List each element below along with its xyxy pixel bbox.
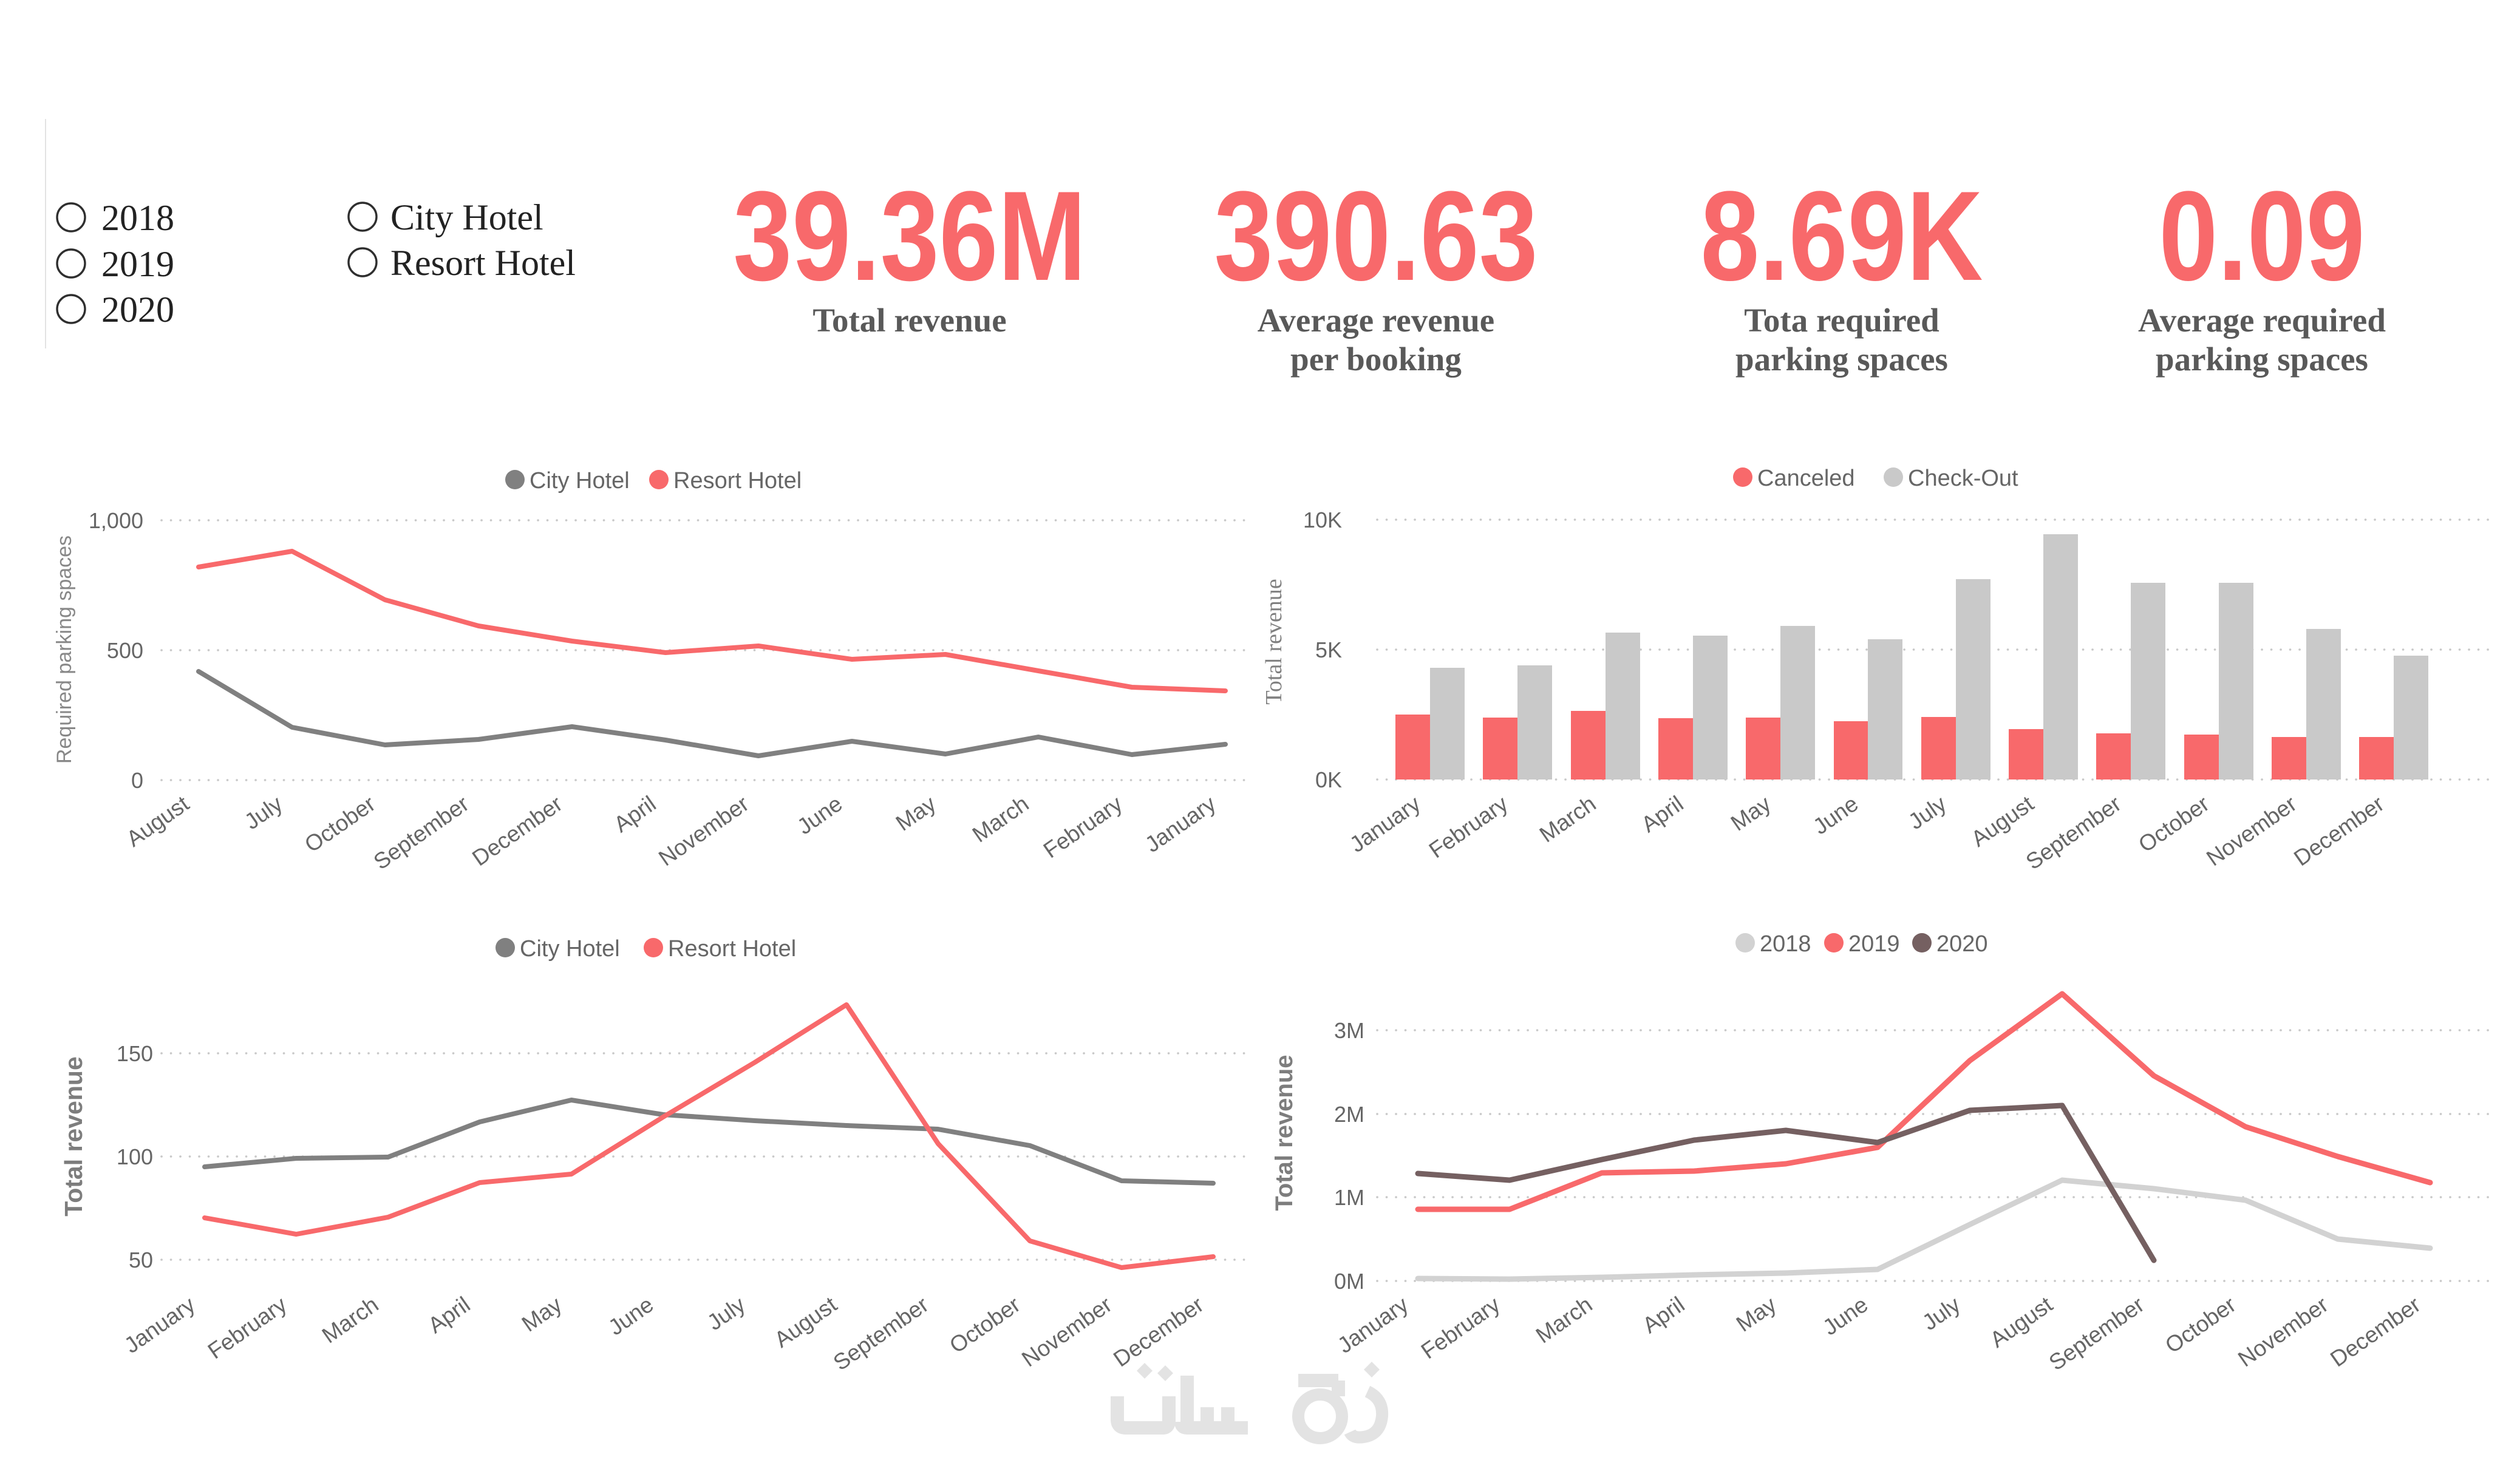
svg-text:0K: 0K bbox=[1315, 767, 1342, 792]
svg-text:Resort Hotel: Resort Hotel bbox=[390, 243, 576, 283]
svg-text:August: August bbox=[1967, 791, 2038, 852]
svg-text:0: 0 bbox=[131, 768, 143, 793]
svg-text:10K: 10K bbox=[1303, 508, 1342, 532]
svg-text:February: February bbox=[1425, 791, 1513, 863]
svg-text:100: 100 bbox=[117, 1144, 153, 1169]
svg-text:500: 500 bbox=[107, 638, 143, 663]
svg-text:April: April bbox=[609, 791, 660, 837]
svg-text:1,000: 1,000 bbox=[89, 508, 143, 533]
svg-text:March: March bbox=[1531, 1292, 1597, 1348]
svg-text:July: July bbox=[240, 791, 287, 835]
svg-text:Resort Hotel: Resort Hotel bbox=[668, 936, 796, 962]
svg-text:August: August bbox=[122, 791, 194, 852]
svg-text:October: October bbox=[300, 791, 380, 857]
svg-text:2018: 2018 bbox=[1760, 931, 1811, 957]
svg-text:October: October bbox=[2134, 791, 2213, 857]
svg-text:July: July bbox=[1904, 791, 1951, 835]
svg-text:September: September bbox=[829, 1292, 933, 1375]
svg-text:City Hotel: City Hotel bbox=[530, 468, 630, 494]
svg-text:2M: 2M bbox=[1334, 1102, 1364, 1127]
svg-text:February: February bbox=[1417, 1292, 1505, 1364]
svg-text:May: May bbox=[1732, 1292, 1781, 1337]
svg-text:December: December bbox=[1109, 1292, 1208, 1371]
svg-text:Check-Out: Check-Out bbox=[1908, 466, 2018, 491]
svg-text:September: September bbox=[2021, 791, 2126, 874]
svg-text:December: December bbox=[2289, 791, 2388, 871]
svg-text:August: August bbox=[770, 1292, 842, 1353]
svg-text:April: April bbox=[423, 1292, 474, 1338]
svg-text:50: 50 bbox=[129, 1248, 153, 1272]
svg-text:Total revenue: Total revenue bbox=[1261, 579, 1287, 704]
svg-text:2019: 2019 bbox=[1848, 931, 1900, 957]
svg-text:September: September bbox=[2045, 1292, 2149, 1375]
svg-text:City Hotel: City Hotel bbox=[520, 936, 620, 962]
svg-text:November: November bbox=[654, 791, 753, 871]
svg-text:June: June bbox=[1808, 791, 1862, 840]
svg-text:September: September bbox=[369, 791, 474, 874]
svg-text:Required parking spaces: Required parking spaces bbox=[53, 535, 76, 764]
svg-text:April: April bbox=[1638, 1292, 1689, 1338]
svg-text:July: July bbox=[703, 1292, 750, 1336]
svg-text:June: June bbox=[792, 791, 846, 840]
svg-text:May: May bbox=[1726, 791, 1776, 836]
svg-text:January: January bbox=[1140, 791, 1221, 857]
svg-text:January: January bbox=[120, 1292, 200, 1358]
svg-text:May: May bbox=[891, 791, 941, 836]
svg-text:2020: 2020 bbox=[1936, 931, 1988, 957]
svg-text:Resort Hotel: Resort Hotel bbox=[673, 468, 802, 494]
svg-text:October: October bbox=[945, 1292, 1024, 1358]
svg-text:April: April bbox=[1636, 791, 1687, 837]
svg-text:March: March bbox=[1535, 791, 1601, 847]
svg-text:2019: 2019 bbox=[101, 244, 174, 284]
svg-text:Total revenue: Total revenue bbox=[1271, 1055, 1298, 1211]
svg-text:May: May bbox=[517, 1292, 567, 1337]
svg-text:February: February bbox=[1039, 791, 1127, 863]
svg-text:November: November bbox=[1017, 1292, 1116, 1371]
svg-text:5K: 5K bbox=[1315, 637, 1342, 662]
svg-text:January: January bbox=[1345, 791, 1425, 857]
svg-text:February: February bbox=[203, 1292, 291, 1364]
svg-text:2020: 2020 bbox=[101, 290, 174, 330]
svg-text:July: July bbox=[1918, 1292, 1965, 1336]
svg-text:June: June bbox=[1818, 1292, 1872, 1340]
svg-text:2018: 2018 bbox=[101, 198, 174, 238]
svg-text:November: November bbox=[2233, 1292, 2332, 1371]
svg-text:November: November bbox=[2202, 791, 2301, 871]
svg-text:Canceled: Canceled bbox=[1757, 466, 1855, 491]
svg-text:March: March bbox=[968, 791, 1034, 847]
svg-text:3M: 3M bbox=[1334, 1018, 1364, 1043]
svg-text:March: March bbox=[318, 1292, 383, 1348]
svg-text:1M: 1M bbox=[1334, 1185, 1364, 1210]
svg-text:150: 150 bbox=[117, 1041, 153, 1066]
svg-text:August: August bbox=[1986, 1292, 2057, 1353]
svg-text:December: December bbox=[468, 791, 567, 871]
svg-text:Total revenue: Total revenue bbox=[60, 1056, 87, 1217]
svg-text:December: December bbox=[2326, 1292, 2425, 1371]
svg-text:0M: 0M bbox=[1334, 1269, 1364, 1294]
svg-text:June: June bbox=[604, 1292, 658, 1340]
svg-text:January: January bbox=[1333, 1292, 1413, 1358]
svg-text:City Hotel: City Hotel bbox=[390, 197, 543, 237]
svg-text:October: October bbox=[2161, 1292, 2240, 1358]
